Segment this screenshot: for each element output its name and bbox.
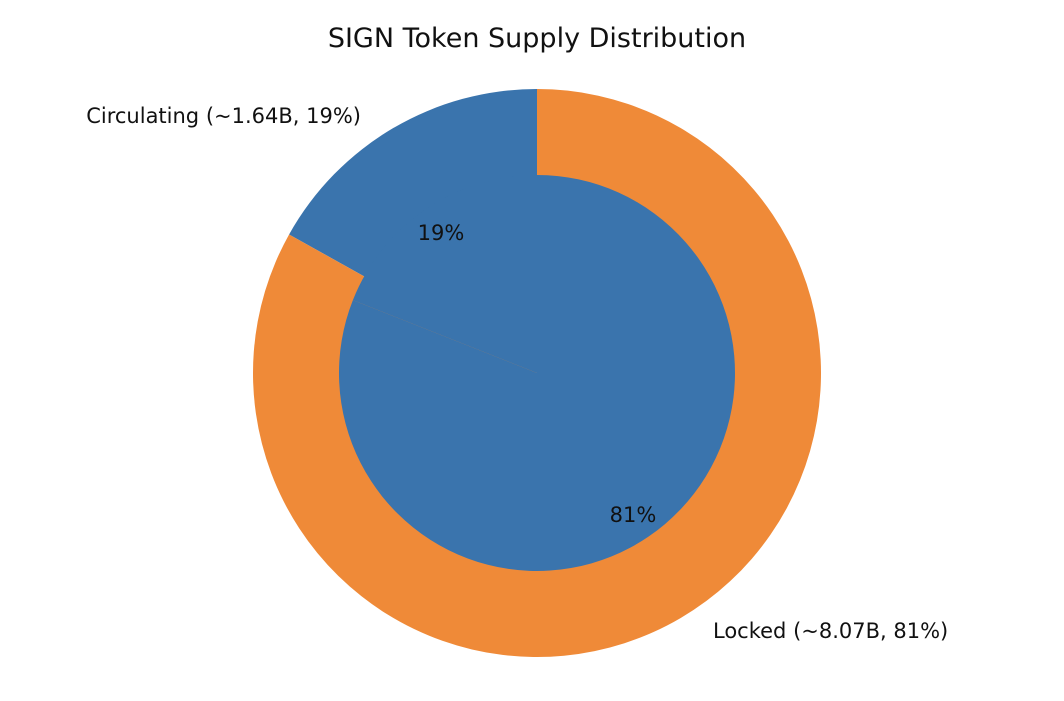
pct-label-circulating: 19%: [418, 221, 465, 245]
inner-slice-0: [352, 174, 537, 373]
slice-label-locked: Locked (~8.07B, 81%): [713, 619, 948, 643]
slice-label-circulating: Circulating (~1.64B, 19%): [86, 104, 361, 128]
pct-label-locked: 81%: [610, 503, 657, 527]
chart-title: SIGN Token Supply Distribution: [328, 23, 746, 54]
inner-slice-1: [338, 175, 735, 572]
inner-disc: [338, 174, 735, 572]
